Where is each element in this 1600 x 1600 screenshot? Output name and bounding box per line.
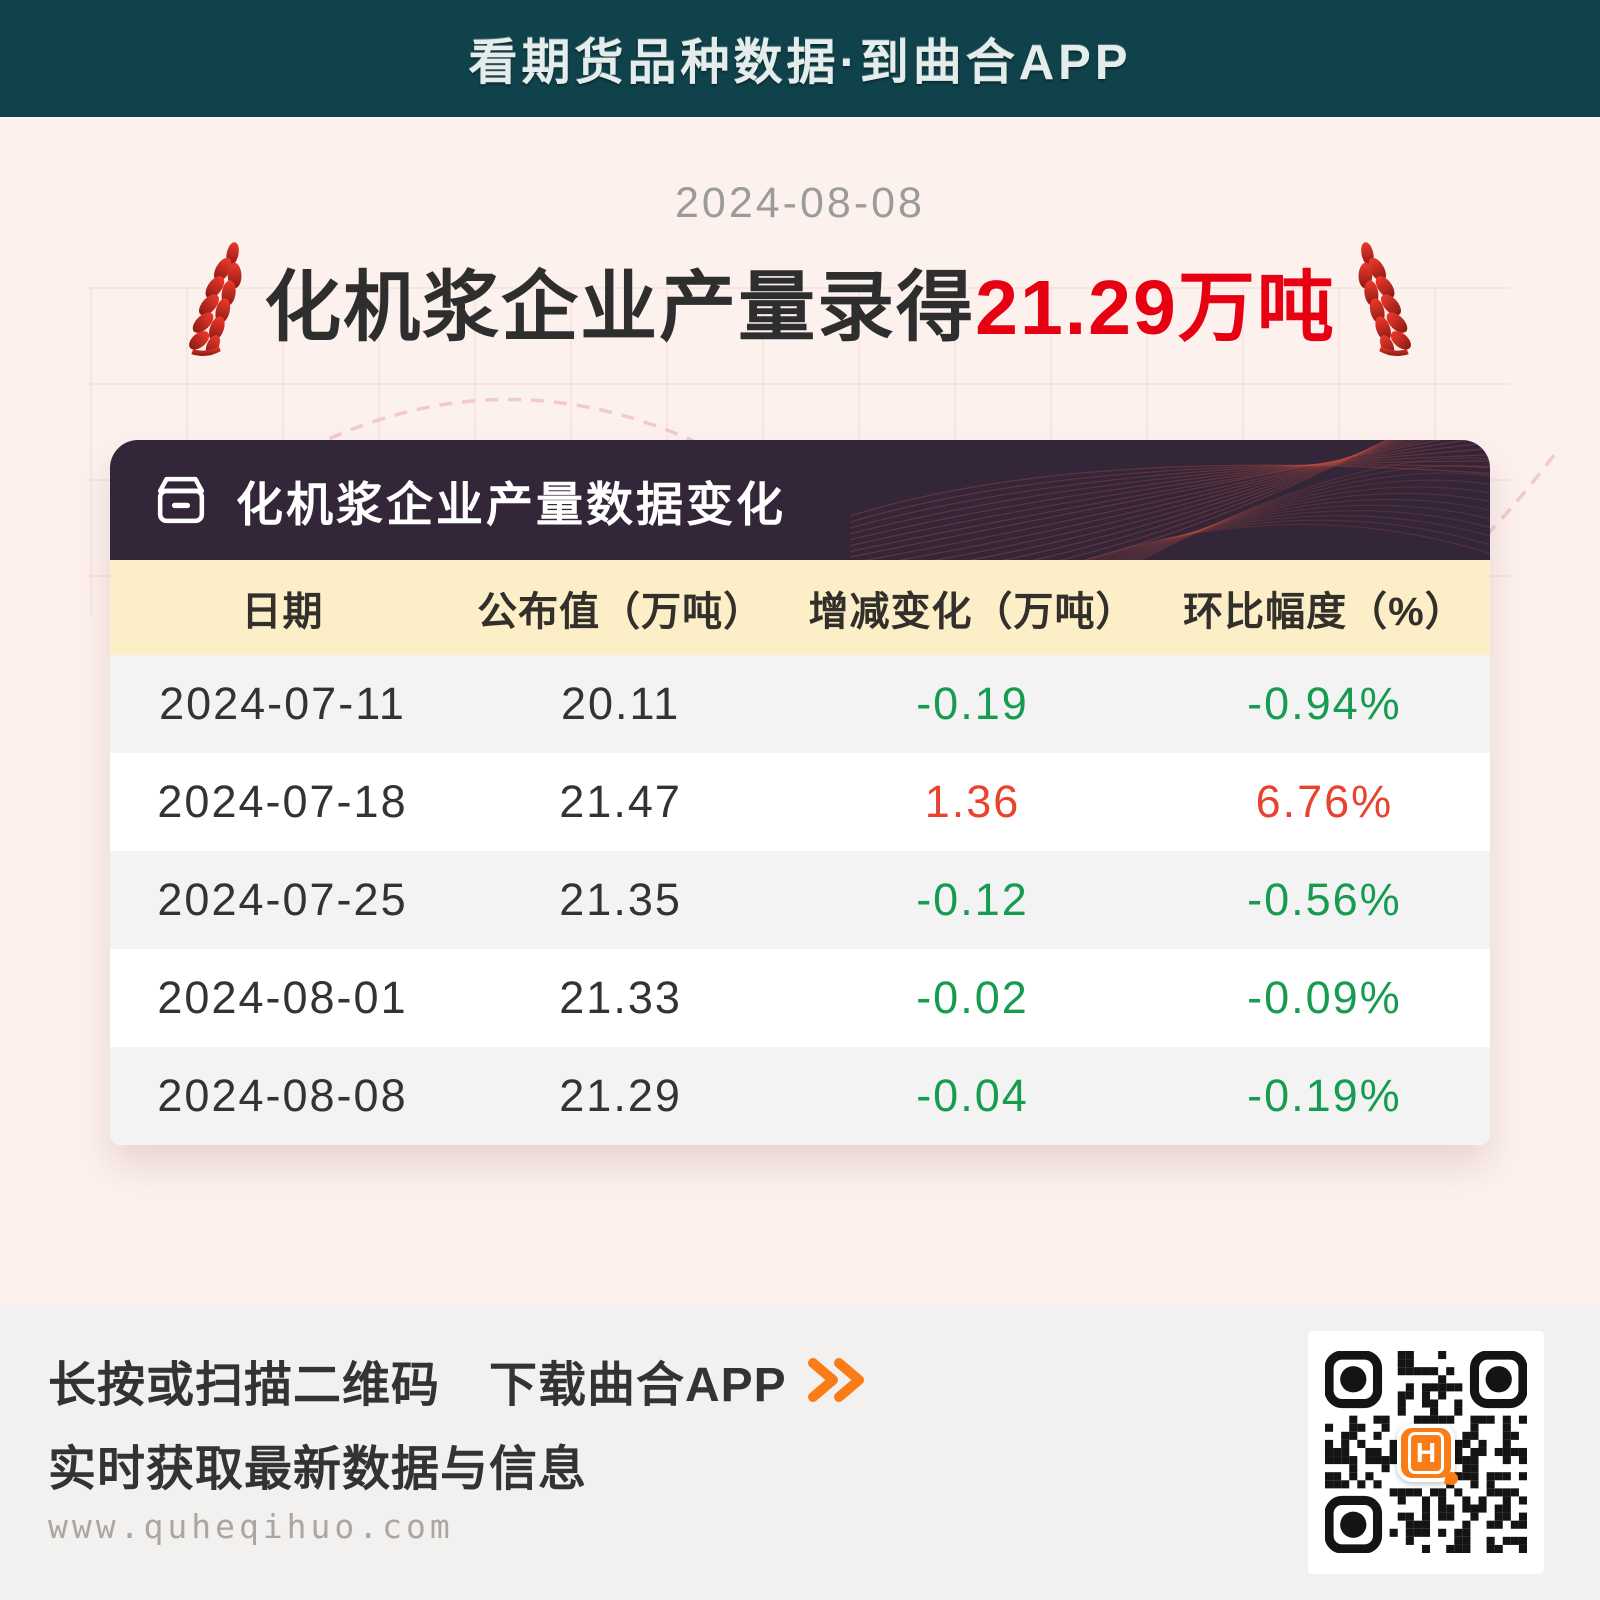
column-header-date: 日期 [241, 589, 324, 634]
website-url: www.quheqihuo.com [48, 1507, 454, 1546]
cell-date: 2024-07-25 [157, 874, 408, 925]
cell-ratio: -0.09% [1247, 972, 1402, 1023]
cell-date: 2024-08-01 [157, 972, 408, 1023]
hero-section: 2024-08-08 [0, 117, 1600, 1303]
banner-title: 看期货品种数据·到曲合APP [468, 36, 1132, 90]
table-header: 日期 公布值（万吨） 增减变化（万吨） 环比幅度（%） [110, 560, 1490, 655]
card-header: 化机浆企业产量数据变化 [110, 440, 1490, 560]
column-header-value: 公布值（万吨） [477, 589, 765, 634]
report-date: 2024-08-08 [675, 179, 925, 227]
card-title: 化机浆企业产量数据变化 [236, 477, 786, 531]
cell-value: 21.29 [559, 1070, 682, 1121]
cta-text: 长按或扫描二维码 下载曲合APP [48, 1359, 787, 1412]
cell-change: -0.12 [916, 874, 1029, 925]
table-row: 2024-08-01 21.33 -0.02 -0.09% [110, 949, 1490, 1047]
cell-ratio: -0.19% [1247, 1070, 1402, 1121]
double-chevron-right-icon [807, 1358, 864, 1402]
column-header-change: 增减变化（万吨） [808, 589, 1137, 634]
column-header-ratio: 环比幅度（%） [1183, 589, 1466, 634]
cell-ratio: 6.76% [1255, 776, 1394, 827]
cell-change: -0.02 [916, 972, 1029, 1023]
top-banner: 看期货品种数据·到曲合APP [0, 0, 1600, 117]
header-curves-decor [850, 440, 1490, 560]
cell-date: 2024-07-18 [157, 776, 408, 827]
qr-code[interactable]: H [1308, 1331, 1544, 1574]
wheat-left-icon [189, 242, 242, 356]
footer-subtitle: 实时获取最新数据与信息 [48, 1443, 588, 1496]
cell-ratio: -0.94% [1247, 678, 1402, 729]
headline: 化机浆企业产量录得21.29万吨 [0, 242, 1600, 357]
footer: 长按或扫描二维码 下载曲合APP 实时获取最新数据与信息 www.quheqih… [0, 1303, 1600, 1600]
archive-box-icon [157, 476, 205, 524]
headline-text: 化机浆企业产量录得21.29万吨 [264, 246, 1336, 357]
table-row: 2024-07-25 21.35 -0.12 -0.56% [110, 851, 1490, 949]
cell-value: 20.11 [560, 678, 681, 729]
download-cta: 长按或扫描二维码 下载曲合APP [48, 1345, 867, 1415]
table-row: 2024-07-11 20.11 -0.19 -0.94% [110, 655, 1490, 753]
headline-prefix: 化机浆企业产量录得 [264, 264, 976, 351]
data-card: 化机浆企业产量数据变化 日期 公布值（万吨） 增减变化（万吨） 环比幅度（%） … [110, 440, 1490, 1145]
qr-pattern [1325, 1351, 1527, 1553]
cell-value: 21.35 [559, 874, 682, 925]
cell-value: 21.33 [559, 972, 682, 1023]
table-body: 2024-07-11 20.11 -0.19 -0.94% 2024-07-18… [110, 655, 1490, 1145]
cell-date: 2024-08-08 [157, 1070, 408, 1121]
cell-change: -0.04 [916, 1070, 1029, 1121]
table-row: 2024-07-18 21.47 1.36 6.76% [110, 753, 1490, 851]
qr-logo-letter: H [1407, 1432, 1445, 1474]
qr-center-logo: H [1397, 1424, 1455, 1482]
cell-change: -0.19 [916, 678, 1029, 729]
cell-ratio: -0.56% [1247, 874, 1402, 925]
table-row: 2024-08-08 21.29 -0.04 -0.19% [110, 1047, 1490, 1145]
headline-value: 21.29万吨 [975, 264, 1336, 351]
cell-date: 2024-07-11 [159, 678, 406, 729]
wheat-right-icon [1358, 242, 1411, 356]
cell-value: 21.47 [559, 776, 682, 827]
cell-change: 1.36 [924, 776, 1021, 827]
